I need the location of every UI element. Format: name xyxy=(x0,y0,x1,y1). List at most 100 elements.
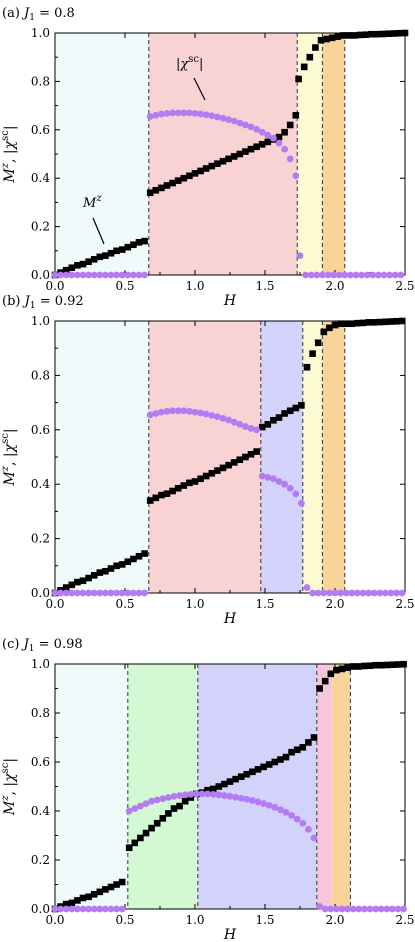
data-point-square xyxy=(355,663,363,670)
y-tick-label: 0.6 xyxy=(31,755,50,769)
data-point-square xyxy=(137,834,144,842)
data-point-square xyxy=(221,780,228,788)
data-point-circle xyxy=(270,134,277,142)
data-point-circle xyxy=(158,110,165,118)
series-chi_sc xyxy=(51,407,406,597)
phase-region xyxy=(148,33,298,275)
data-point-circle xyxy=(102,905,109,913)
x-tick-label: 2.0 xyxy=(325,913,344,927)
y-axis-label: Mz, |χsc| xyxy=(0,428,18,486)
y-tick-label: 1.0 xyxy=(31,314,50,328)
data-point-circle xyxy=(107,905,115,913)
phase-region xyxy=(55,33,149,275)
data-point-circle xyxy=(397,271,405,279)
data-point-square xyxy=(356,31,364,39)
x-tick-label: 2.5 xyxy=(395,913,414,927)
data-point-square xyxy=(186,479,193,487)
data-point-circle xyxy=(277,806,284,814)
data-point-circle xyxy=(316,903,323,910)
data-point-circle xyxy=(141,589,149,597)
data-point-square xyxy=(361,662,368,670)
data-point-square xyxy=(310,734,318,741)
data-point-square xyxy=(288,748,295,756)
chart-panel-c: 0.0 0.5 1.0 1.5 2.0 2.5 0.0 0.2 0.4 0.6 0.8 1.0 H Mz,… xyxy=(0,637,415,942)
data-point-circle xyxy=(135,271,143,279)
data-point-circle xyxy=(130,589,137,597)
data-point-square xyxy=(243,770,251,778)
y-tick-label: 0.0 xyxy=(31,902,50,916)
data-point-circle xyxy=(260,800,267,808)
data-point-square xyxy=(253,143,260,151)
data-point-square xyxy=(158,184,165,192)
data-point-circle xyxy=(310,834,318,842)
data-point-circle xyxy=(393,589,400,597)
data-point-square xyxy=(303,363,311,371)
data-point-circle xyxy=(148,797,156,805)
phase-region xyxy=(302,321,323,593)
svg-text:Mz, |χsc|: Mz, |χsc| xyxy=(0,428,18,486)
data-point-square xyxy=(275,414,283,421)
x-tick-label: 0.0 xyxy=(45,913,64,927)
data-point-circle xyxy=(232,793,240,801)
x-tick-label: 0.5 xyxy=(115,279,134,293)
data-point-circle xyxy=(169,407,177,415)
data-point-circle xyxy=(85,905,92,913)
data-point-square xyxy=(295,75,302,83)
data-point-square xyxy=(309,350,316,357)
data-point-circle xyxy=(158,408,165,416)
data-point-square xyxy=(74,262,81,269)
data-point-square xyxy=(79,577,87,585)
x-tick-label: 1.5 xyxy=(255,913,274,927)
data-point-square xyxy=(202,472,210,480)
data-point-square xyxy=(377,661,385,669)
data-point-square xyxy=(354,319,361,327)
data-point-circle xyxy=(113,589,120,597)
data-point-circle xyxy=(331,589,339,597)
data-point-square xyxy=(314,339,322,347)
data-point-square xyxy=(96,888,104,896)
data-point-square xyxy=(331,321,339,329)
data-point-circle xyxy=(163,407,171,415)
panel-title: (b) J1 = 0.92 xyxy=(2,294,84,311)
data-point-square xyxy=(146,497,154,504)
data-point-circle xyxy=(307,271,315,279)
data-point-square xyxy=(249,768,256,776)
annotation-chi: |χsc| xyxy=(176,54,203,72)
data-point-square xyxy=(131,839,139,847)
data-point-circle xyxy=(197,110,205,118)
data-point-square xyxy=(320,328,328,336)
y-tick-label: 0.6 xyxy=(31,423,50,437)
data-point-square xyxy=(197,475,204,483)
data-point-square xyxy=(152,187,160,194)
data-point-circle xyxy=(359,589,367,597)
data-point-circle xyxy=(286,155,294,163)
data-point-square xyxy=(90,255,98,263)
data-point-circle xyxy=(236,119,244,127)
data-point-circle xyxy=(96,271,104,279)
x-tick-label: 1.5 xyxy=(255,597,274,611)
data-point-circle xyxy=(254,798,262,806)
y-axis-label: Mz, |χsc| xyxy=(0,125,18,183)
data-point-circle xyxy=(180,407,188,415)
x-tick-label: 1.0 xyxy=(185,279,204,293)
data-point-circle xyxy=(258,472,266,480)
data-point-square xyxy=(202,165,210,172)
data-point-circle xyxy=(380,271,388,279)
data-point-square xyxy=(264,421,272,428)
x-axis-label: H xyxy=(223,611,237,627)
data-point-square xyxy=(181,797,189,805)
data-point-circle xyxy=(376,589,384,597)
data-point-square xyxy=(146,189,154,197)
data-point-circle xyxy=(292,172,300,180)
data-point-circle xyxy=(96,589,104,597)
data-point-circle xyxy=(247,425,255,432)
data-point-square xyxy=(85,574,92,582)
data-point-square xyxy=(180,174,188,182)
data-point-square xyxy=(236,150,244,158)
data-point-circle xyxy=(313,271,321,279)
data-point-square xyxy=(327,670,335,678)
data-point-circle xyxy=(354,589,361,597)
data-point-square xyxy=(247,145,255,153)
data-point-circle xyxy=(219,114,227,122)
data-point-circle xyxy=(265,801,273,809)
